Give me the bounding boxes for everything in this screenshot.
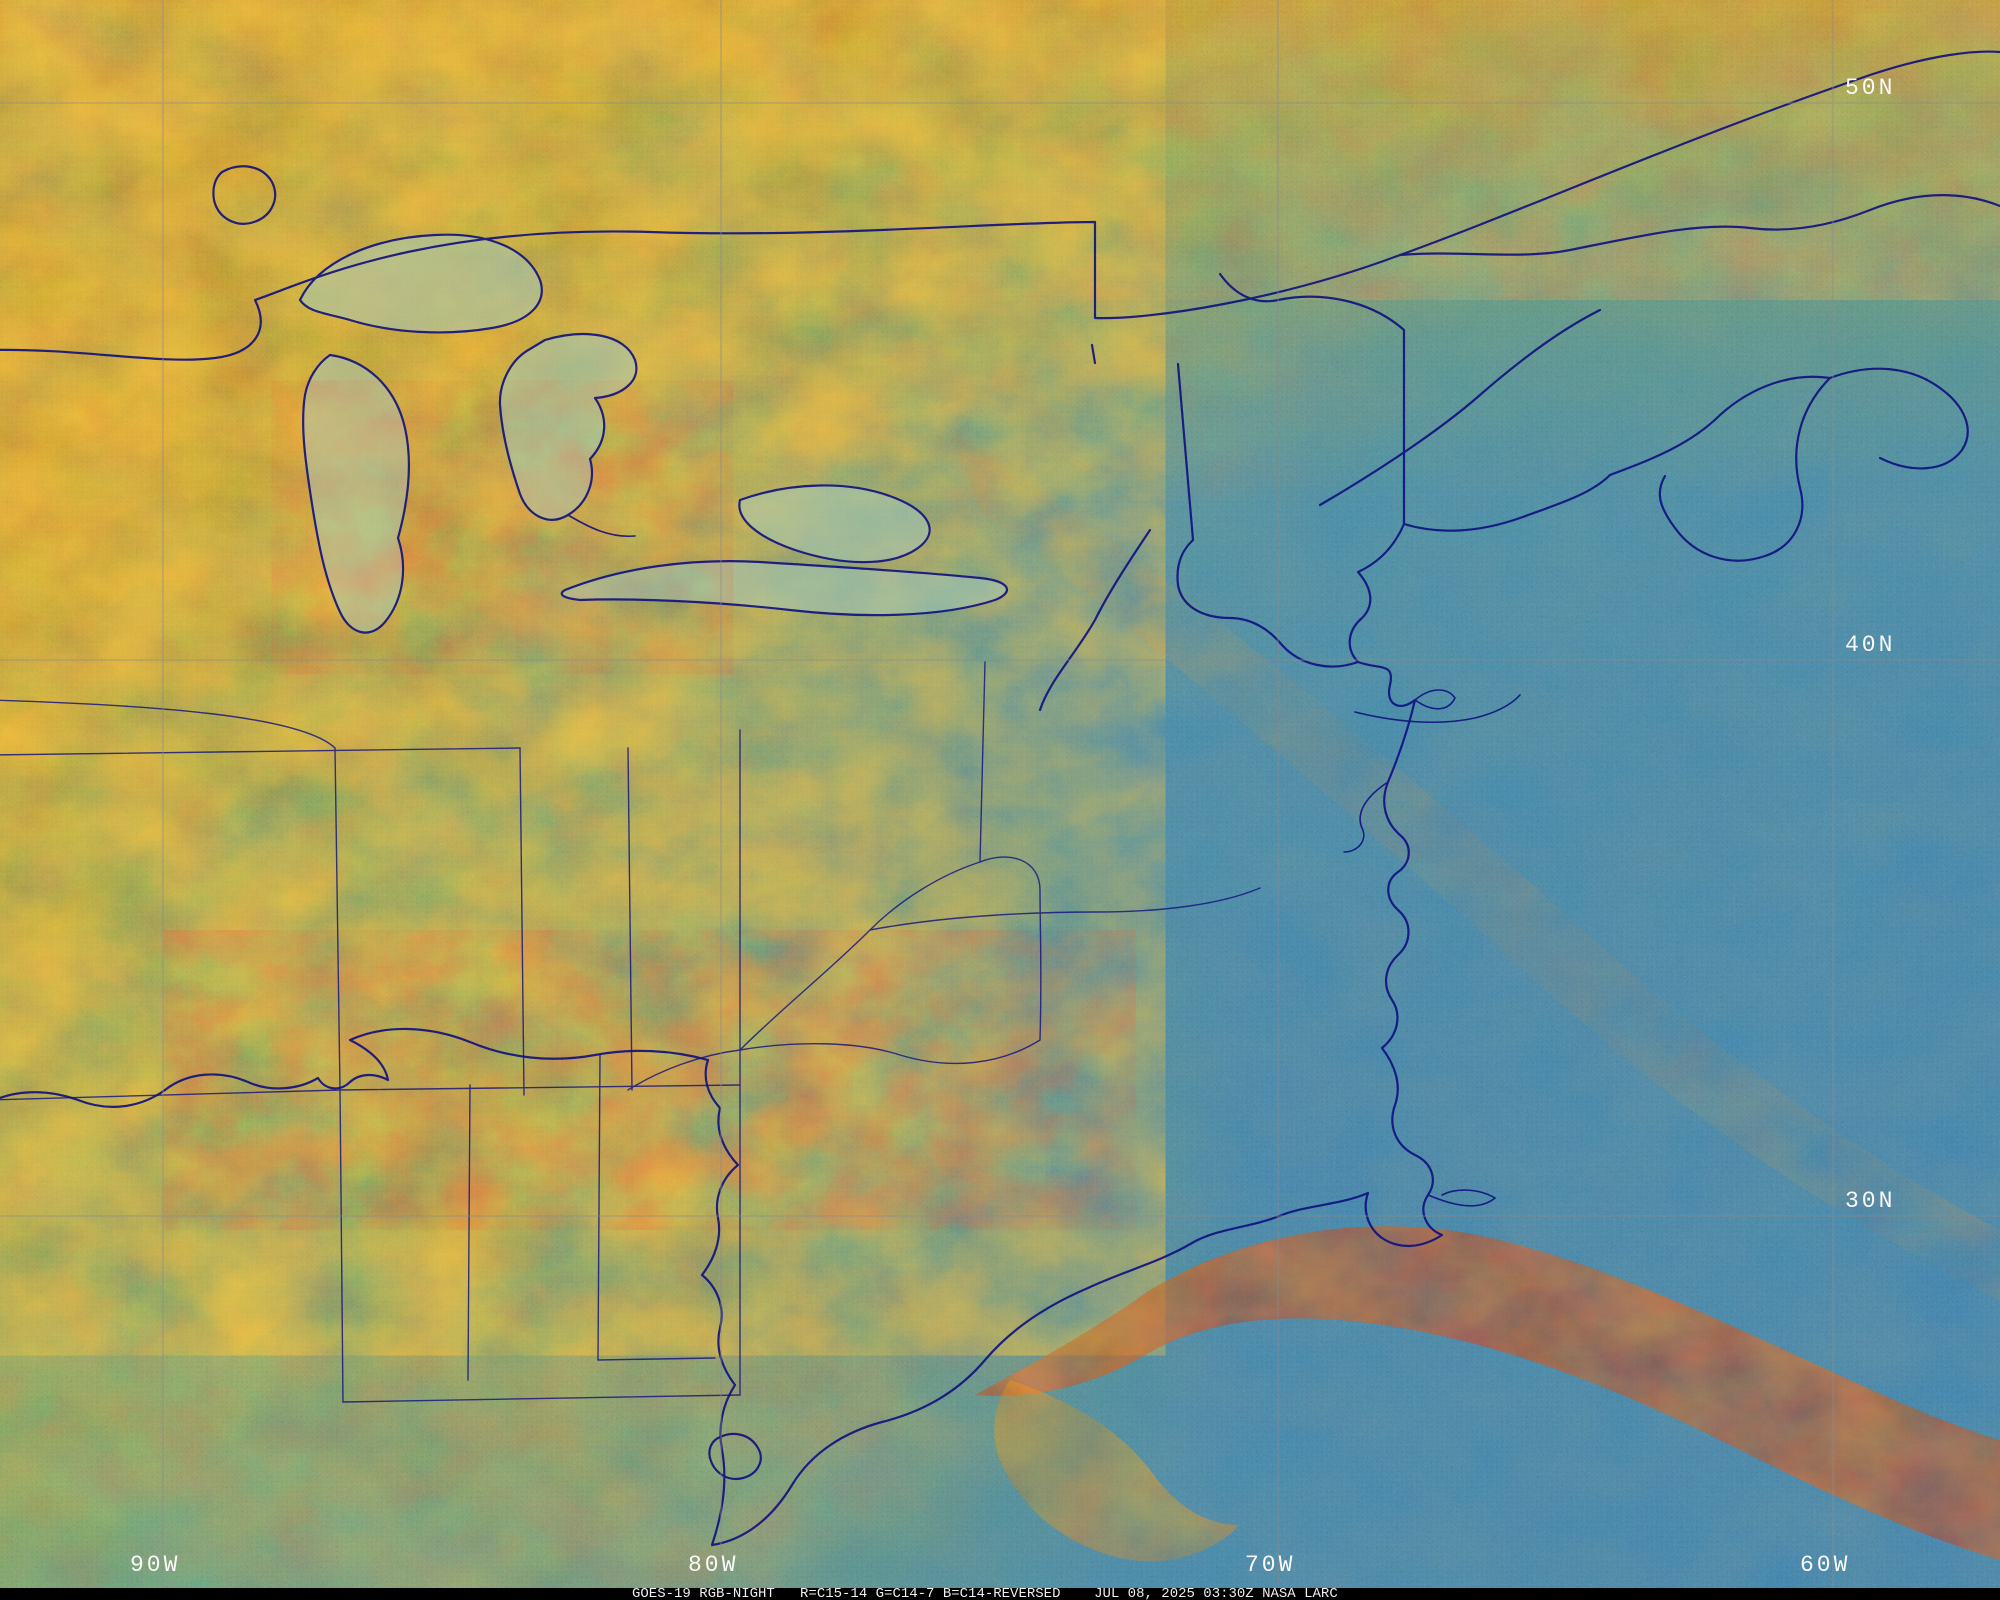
svg-text:80W: 80W xyxy=(688,1552,738,1578)
svg-text:50N: 50N xyxy=(1845,75,1895,101)
svg-text:30N: 30N xyxy=(1845,1188,1895,1214)
svg-text:60W: 60W xyxy=(1800,1552,1850,1578)
svg-text:70W: 70W xyxy=(1245,1552,1295,1578)
svg-text:40N: 40N xyxy=(1845,632,1895,658)
svg-text:90W: 90W xyxy=(130,1552,180,1578)
